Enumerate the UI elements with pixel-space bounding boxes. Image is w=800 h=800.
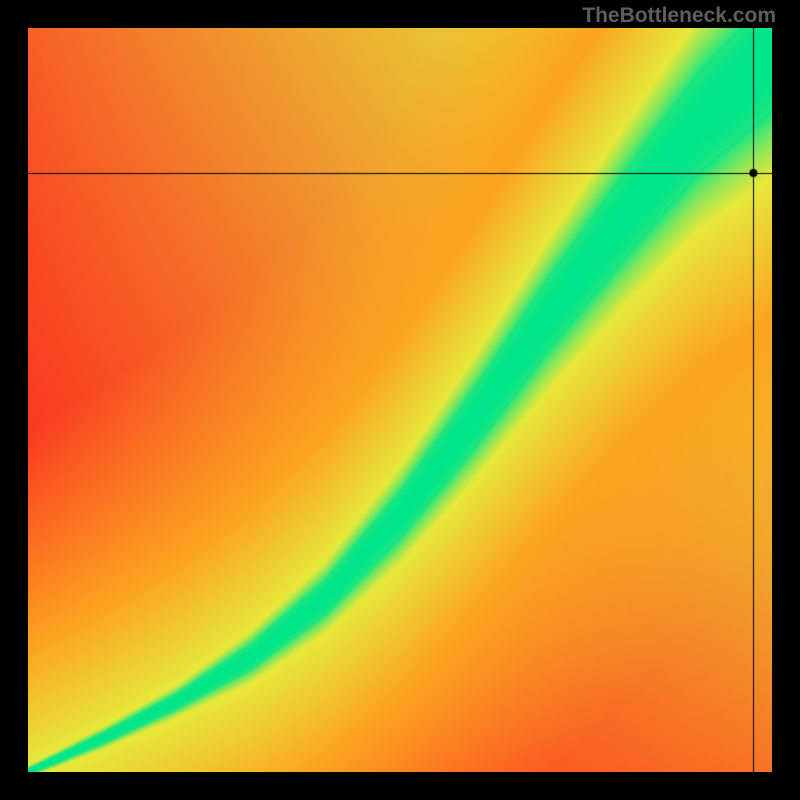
watermark-text: TheBottleneck.com [582,4,776,28]
bottleneck-heatmap [28,28,772,772]
chart-container: TheBottleneck.com [0,0,800,800]
